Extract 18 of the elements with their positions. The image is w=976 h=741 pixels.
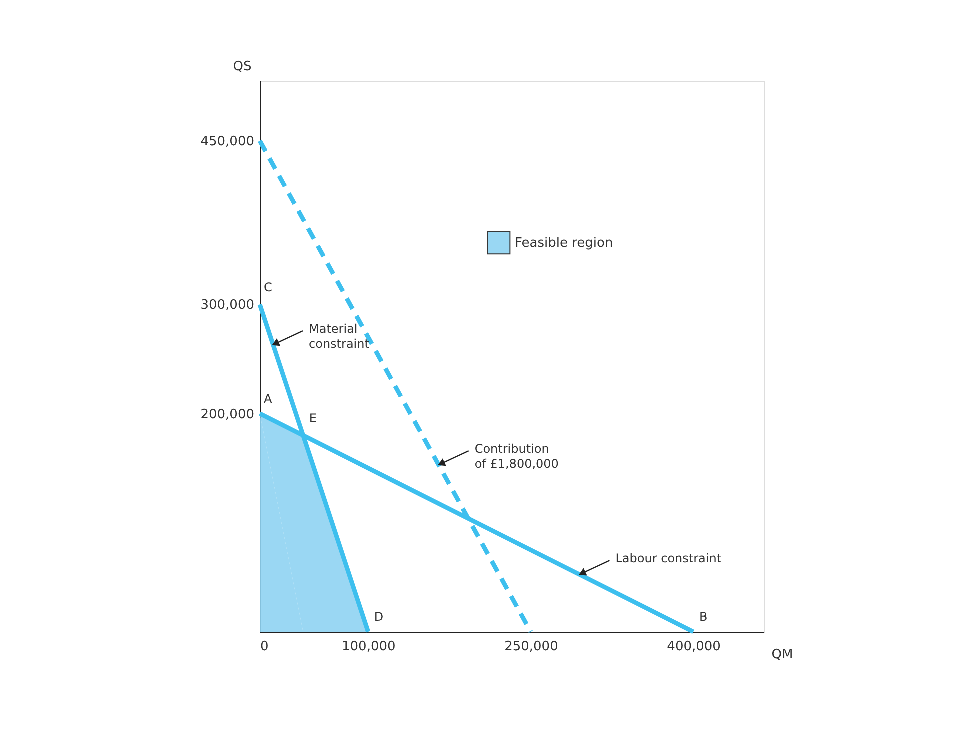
annotation: B xyxy=(700,610,708,624)
y-axis-title: QS xyxy=(233,60,252,74)
annotation: Contribution of £1,800,000 xyxy=(474,442,559,472)
x-tick-label: 0 xyxy=(260,640,269,654)
x-tick-label: 400,000 xyxy=(667,640,721,654)
y-tick-label: 200,000 xyxy=(200,407,254,422)
x-axis-title: QM xyxy=(772,648,794,662)
legend-label: Feasible region xyxy=(515,236,614,251)
x-tick-label: 250,000 xyxy=(504,640,558,654)
annotation: E xyxy=(309,412,317,426)
y-tick-label: 300,000 xyxy=(200,298,254,314)
annotation: Labour constraint xyxy=(616,552,722,566)
annotation: C xyxy=(264,280,272,295)
annotation: D xyxy=(374,610,384,624)
annotation: Material constraint xyxy=(309,322,370,352)
y-tick-label: 450,000 xyxy=(200,134,254,150)
annotation: A xyxy=(264,392,273,406)
x-tick-label: 100,000 xyxy=(342,640,396,654)
